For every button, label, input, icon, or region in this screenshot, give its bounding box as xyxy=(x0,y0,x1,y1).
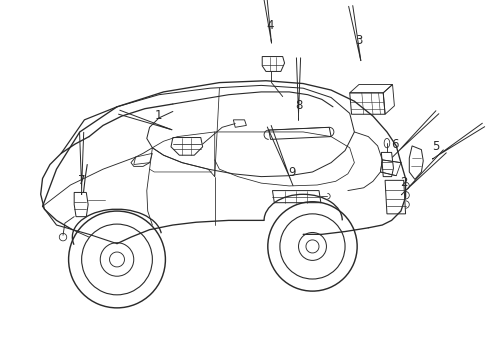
Text: 8: 8 xyxy=(294,99,302,112)
Text: 9: 9 xyxy=(287,166,295,179)
Text: 2: 2 xyxy=(399,176,407,189)
Text: 6: 6 xyxy=(390,139,397,152)
Text: 5: 5 xyxy=(431,140,438,153)
Text: 3: 3 xyxy=(355,34,362,47)
Text: 7: 7 xyxy=(78,174,85,187)
Text: 1: 1 xyxy=(155,109,163,122)
Text: 4: 4 xyxy=(266,19,274,32)
